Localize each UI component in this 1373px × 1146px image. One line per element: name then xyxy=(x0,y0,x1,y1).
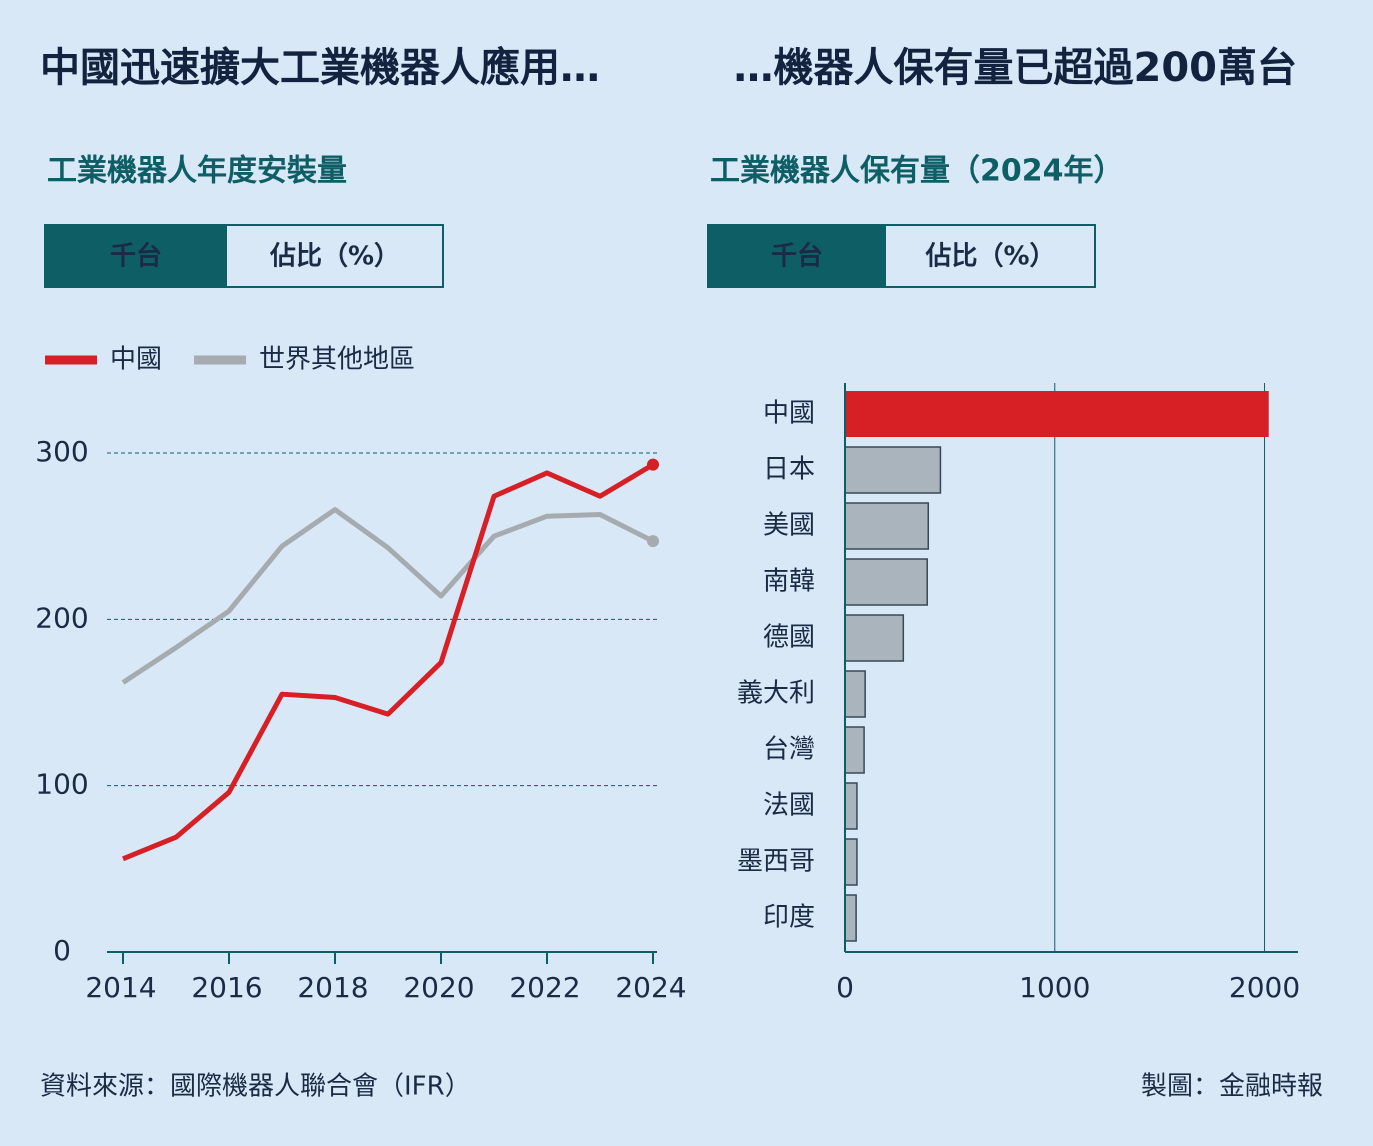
x-tick-label: 2014 xyxy=(85,971,156,1004)
bar xyxy=(844,782,858,830)
tab-active[interactable] xyxy=(708,225,886,287)
y-tick-label: 台灣 xyxy=(763,735,815,765)
tab-active[interactable] xyxy=(45,225,227,287)
y-tick-label: 印度 xyxy=(763,903,815,933)
x-tick-label: 1000 xyxy=(1019,971,1090,1004)
y-tick-label: 美國 xyxy=(763,511,815,541)
legend-label: 中國 xyxy=(110,345,162,375)
y-tick-label: 日本 xyxy=(763,455,815,485)
y-tick-label: 南韓 xyxy=(763,567,815,597)
tab-label[interactable]: 千台 xyxy=(771,241,823,272)
bar xyxy=(844,558,928,606)
y-tick-label: 200 xyxy=(35,601,88,634)
y-tick-label: 義大利 xyxy=(737,679,815,709)
headline: 中國迅速擴大工業機器人應用… xyxy=(40,45,600,91)
chart-subtitle: 工業機器人保有量（2024年） xyxy=(710,154,1124,189)
bar xyxy=(844,726,865,774)
bar xyxy=(844,894,857,942)
x-tick-label: 2000 xyxy=(1229,971,1300,1004)
source: 資料來源：國際機器人聯合會（IFR） xyxy=(40,1072,471,1102)
x-tick-label: 2024 xyxy=(615,971,686,1004)
x-tick-label: 2022 xyxy=(509,971,580,1004)
x-tick-label: 2018 xyxy=(297,971,368,1004)
x-tick-label: 2016 xyxy=(191,971,262,1004)
y-tick-label: 德國 xyxy=(763,623,815,653)
bar xyxy=(844,502,930,550)
tab-label[interactable]: 佔比（%） xyxy=(269,242,400,272)
credit: 製圖：金融時報 xyxy=(1141,1072,1323,1102)
bar xyxy=(845,391,1269,437)
chart-subtitle: 工業機器人年度安裝量 xyxy=(47,154,347,189)
series-line xyxy=(121,507,655,685)
x-tick-label: 2020 xyxy=(403,971,474,1004)
bar xyxy=(844,670,866,718)
y-tick-label: 法國 xyxy=(763,791,815,821)
y-tick-label: 0 xyxy=(53,934,71,967)
bar xyxy=(844,614,905,662)
tab-label[interactable]: 佔比（%） xyxy=(924,242,1055,272)
legend-label: 世界其他地區 xyxy=(259,345,415,375)
x-tick-label: 0 xyxy=(836,971,854,1004)
y-tick-label: 300 xyxy=(35,435,88,468)
end-point xyxy=(647,458,659,471)
series-line xyxy=(122,462,655,862)
bar xyxy=(844,446,942,494)
tab-label[interactable]: 千台 xyxy=(110,241,162,272)
end-point xyxy=(647,535,659,548)
y-tick-label: 墨西哥 xyxy=(737,847,815,877)
y-tick-label: 中國 xyxy=(763,399,815,429)
bar xyxy=(844,838,858,886)
y-tick-label: 100 xyxy=(35,768,88,801)
headline: …機器人保有量已超過200萬台 xyxy=(734,45,1298,91)
